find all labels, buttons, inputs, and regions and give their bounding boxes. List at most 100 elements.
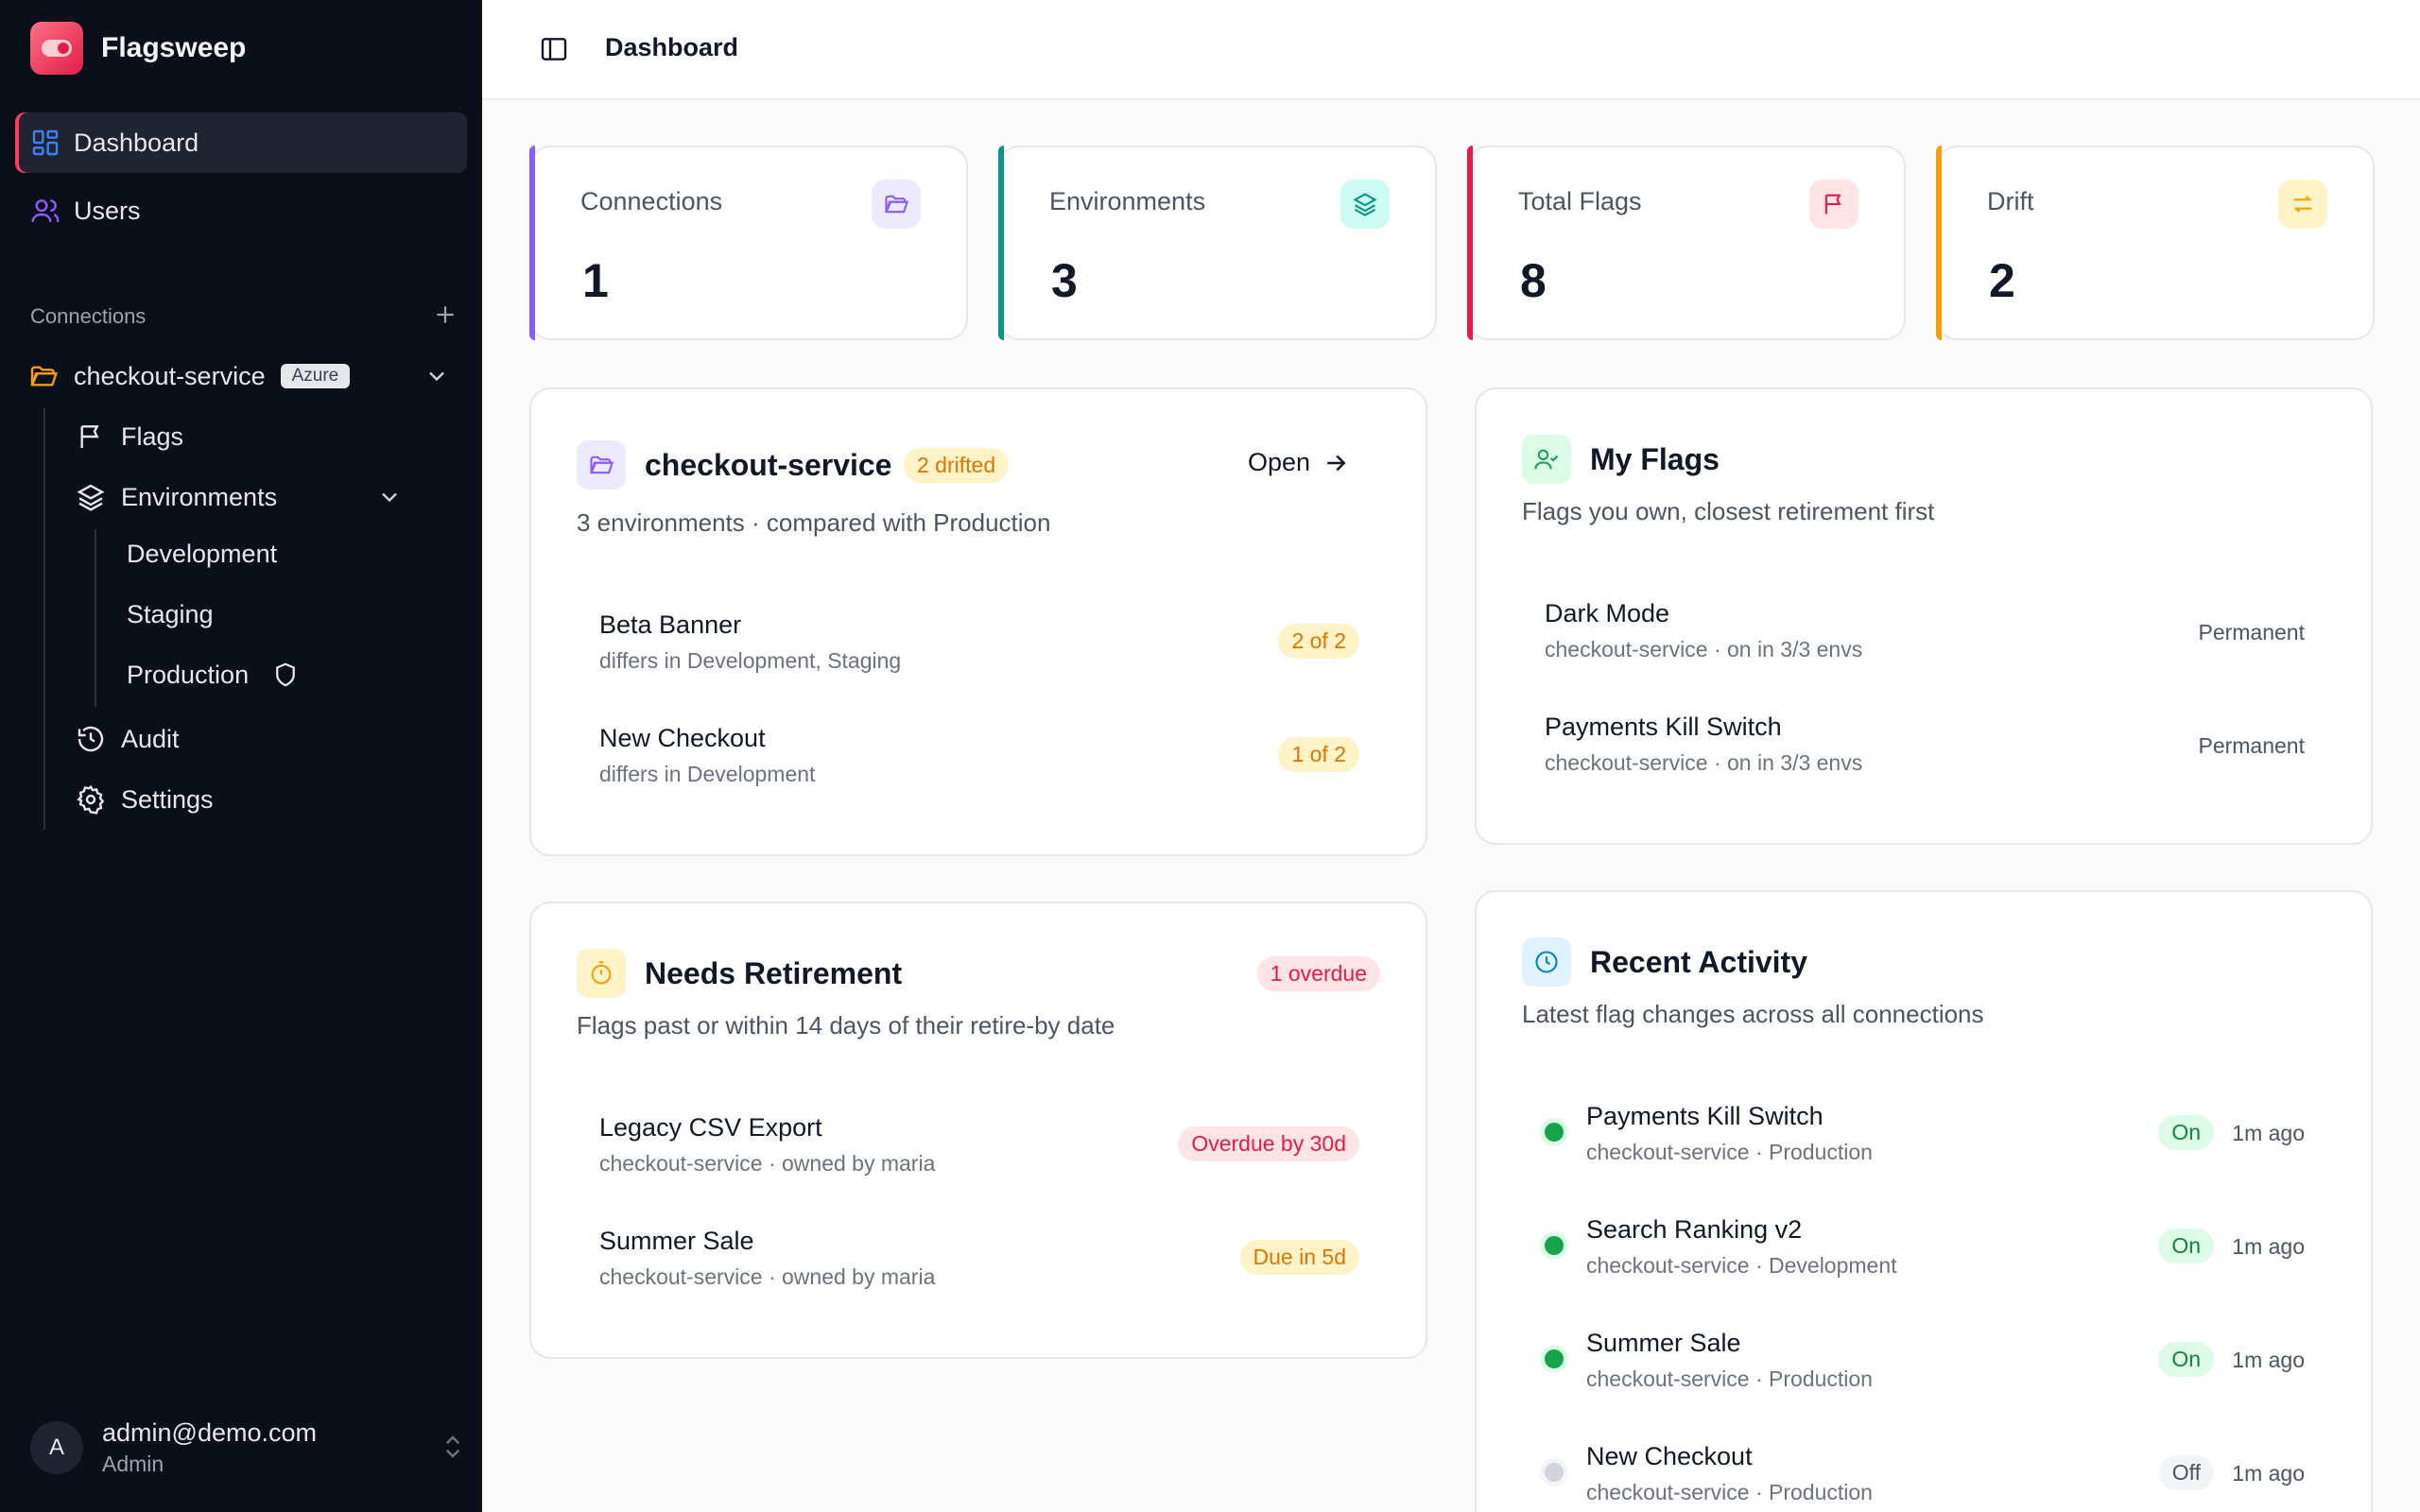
stat-card-connections[interactable]: Connections 1 xyxy=(529,146,968,340)
top-bar: Dashboard xyxy=(482,0,2420,100)
nav-users[interactable]: Users xyxy=(15,180,467,241)
nav-users-label: Users xyxy=(74,196,141,225)
clock-icon xyxy=(1522,937,1571,987)
connections-section-label: Connections xyxy=(30,304,147,328)
provider-badge: Azure xyxy=(280,364,351,388)
layers-icon xyxy=(77,484,105,511)
flag-subtitle: differs in Development, Staging xyxy=(599,648,902,673)
state-badge: On xyxy=(2158,1228,2214,1263)
stat-value: 3 xyxy=(1051,254,1078,307)
env-item-staging[interactable]: Staging xyxy=(112,588,214,641)
stat-accent xyxy=(1936,146,1942,340)
stat-accent xyxy=(529,146,535,340)
flag-subtitle: checkout-service · Production xyxy=(1586,1366,1873,1391)
flag-subtitle: checkout-service · Development xyxy=(1586,1253,1897,1278)
open-connection-link[interactable]: Open xyxy=(1248,448,1350,477)
stat-card-drift[interactable]: Drift 2 xyxy=(1936,146,2375,340)
chevron-down-icon[interactable] xyxy=(424,363,450,389)
flag-subtitle: checkout-service · on in 3/3 envs xyxy=(1545,750,1863,775)
retirement-label: Permanent xyxy=(2198,620,2305,644)
stat-label: Connections xyxy=(580,187,723,215)
sidebar-item-flags-label: Flags xyxy=(121,421,184,451)
user-check-icon xyxy=(1522,435,1571,484)
stat-accent xyxy=(998,146,1004,340)
my-flags-title: My Flags xyxy=(1590,442,1720,476)
flag-title: New Checkout xyxy=(599,724,766,752)
sidebar-item-flags[interactable]: Flags xyxy=(60,410,183,463)
recent-activity-subtitle: Latest flag changes across all connectio… xyxy=(1522,1000,1984,1028)
brand[interactable]: Flagsweep xyxy=(30,22,246,75)
stat-value: 8 xyxy=(1520,254,1547,307)
flag-subtitle: differs in Development xyxy=(599,762,816,786)
env-item-label: Development xyxy=(127,539,278,568)
status-dot xyxy=(1545,1349,1564,1368)
status-dot xyxy=(1545,1236,1564,1255)
flag-icon xyxy=(1809,180,1858,229)
sidebar-item-settings-label: Settings xyxy=(121,784,214,814)
sidebar-toggle-icon[interactable] xyxy=(539,34,569,64)
connection-card: checkout-service 2 drifted Open 3 enviro… xyxy=(529,387,1427,856)
needs-retirement-title: Needs Retirement xyxy=(645,956,903,990)
flag-icon xyxy=(80,425,99,448)
stat-card-environments[interactable]: Environments 3 xyxy=(998,146,1437,340)
flag-title: Summer Sale xyxy=(1586,1329,1741,1357)
stat-label: Drift xyxy=(1987,187,2034,215)
sidebar-item-settings[interactable]: Settings xyxy=(60,773,214,826)
folder-icon xyxy=(577,440,626,490)
user-role: Admin xyxy=(102,1452,164,1476)
flag-title: Payments Kill Switch xyxy=(1586,1102,1824,1130)
overdue-badge: 1 overdue xyxy=(1256,956,1380,991)
sidebar-item-environments[interactable]: Environments xyxy=(60,471,277,524)
flag-title: Beta Banner xyxy=(599,610,742,639)
timestamp: 1m ago xyxy=(2232,1461,2305,1486)
timer-icon xyxy=(577,949,626,998)
needs-retirement-card: Needs Retirement 1 overdue Flags past or… xyxy=(529,902,1427,1359)
sidebar: Flagsweep Dashboard Users Connections ch… xyxy=(0,0,482,1512)
chevrons-up-down-icon xyxy=(445,1435,460,1458)
sidebar-item-audit[interactable]: Audit xyxy=(60,713,180,765)
connection-card-title[interactable]: checkout-service xyxy=(645,448,892,482)
flag-subtitle: checkout-service · owned by maria xyxy=(599,1264,936,1289)
dashboard-icon xyxy=(32,129,59,156)
app-logo-icon xyxy=(30,22,83,75)
env-item-production[interactable]: Production xyxy=(112,648,300,701)
tree-guide xyxy=(43,408,45,830)
timestamp: 1m ago xyxy=(2232,1234,2305,1259)
flag-subtitle: checkout-service · owned by maria xyxy=(599,1151,936,1176)
nav-dashboard[interactable]: Dashboard xyxy=(15,112,467,173)
swap-icon xyxy=(2278,180,2327,229)
history-icon xyxy=(78,726,104,752)
env-item-development[interactable]: Development xyxy=(112,527,277,580)
folder-open-icon xyxy=(30,366,58,387)
flag-title: Payments Kill Switch xyxy=(1545,713,1782,741)
flag-subtitle: checkout-service · Production xyxy=(1586,1480,1873,1504)
user-menu[interactable]: A admin@demo.com Admin xyxy=(30,1418,467,1478)
stat-card-total-flags[interactable]: Total Flags 8 xyxy=(1467,146,1906,340)
state-badge: Off xyxy=(2158,1455,2214,1490)
env-item-label: Production xyxy=(127,660,250,689)
stat-accent xyxy=(1467,146,1473,340)
my-flags-card: My Flags Flags you own, closest retireme… xyxy=(1475,387,2373,845)
flag-title: Dark Mode xyxy=(1545,599,1670,627)
nav-dashboard-label: Dashboard xyxy=(74,128,199,157)
my-flags-subtitle: Flags you own, closest retirement first xyxy=(1522,497,1935,525)
stat-value: 2 xyxy=(1989,254,2015,307)
flag-title: Summer Sale xyxy=(599,1227,754,1255)
status-dot xyxy=(1545,1463,1564,1482)
flag-title: Search Ranking v2 xyxy=(1586,1215,1803,1244)
retirement-label: Permanent xyxy=(2198,733,2305,758)
flag-title: Legacy CSV Export xyxy=(599,1113,822,1142)
open-label: Open xyxy=(1248,448,1311,476)
gear-icon xyxy=(77,784,105,815)
connection-checkout-service[interactable]: checkout-service Azure xyxy=(15,348,467,404)
connection-name: checkout-service xyxy=(74,361,266,390)
recent-activity-title: Recent Activity xyxy=(1590,945,1807,979)
user-email: admin@demo.com xyxy=(102,1418,317,1447)
timestamp: 1m ago xyxy=(2232,1348,2305,1372)
flag-subtitle: checkout-service · on in 3/3 envs xyxy=(1545,637,1863,662)
state-badge: On xyxy=(2158,1115,2214,1150)
stat-value: 1 xyxy=(582,254,609,307)
add-connection-icon[interactable] xyxy=(431,301,459,329)
chevron-down-icon[interactable] xyxy=(376,484,403,510)
recent-activity-card: Recent Activity Latest flag changes acro… xyxy=(1475,890,2373,1512)
